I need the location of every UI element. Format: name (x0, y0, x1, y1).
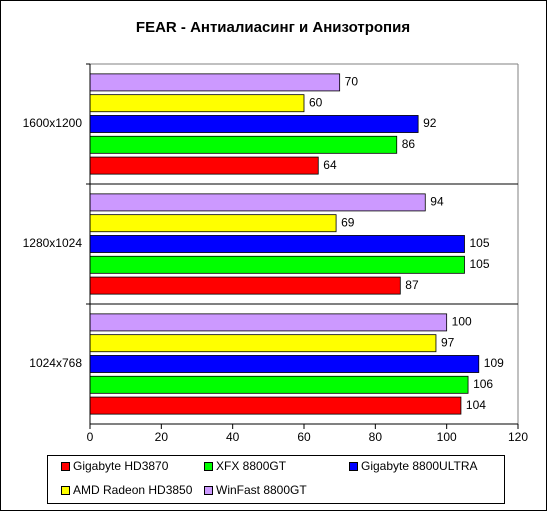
bar (89, 94, 305, 113)
bar (89, 135, 398, 154)
x-tick-label: 120 (508, 430, 528, 444)
legend-swatch (61, 462, 70, 471)
legend-swatch (349, 462, 358, 471)
legend-label: WinFast 8800GT (216, 483, 307, 497)
x-tick-label: 0 (87, 430, 94, 444)
bar (89, 334, 437, 353)
y-tick-label: 1600x1200 (23, 116, 83, 130)
bar (89, 156, 319, 175)
chart-title: FEAR - Антиалиасинг и Анизотропия (136, 19, 410, 36)
bar (89, 214, 337, 233)
data-label: 92 (423, 116, 437, 130)
data-label: 106 (473, 377, 493, 391)
legend-box (47, 455, 505, 504)
legend-label: Gigabyte HD3870 (73, 459, 169, 473)
x-tick-label: 40 (226, 430, 240, 444)
y-tick-label: 1280x1024 (23, 236, 83, 250)
legend-swatch (61, 486, 70, 495)
bar (89, 193, 426, 212)
bar (89, 276, 401, 295)
x-tick-label: 100 (437, 430, 457, 444)
data-label: 109 (484, 356, 504, 370)
data-label: 105 (470, 257, 490, 271)
data-label: 69 (341, 215, 355, 229)
legend-swatch (204, 462, 213, 471)
bar (89, 375, 469, 394)
data-label: 100 (452, 315, 472, 329)
bar (89, 235, 465, 253)
x-tick-label: 80 (369, 430, 383, 444)
data-label: 105 (470, 236, 490, 250)
bar (89, 255, 465, 274)
x-tick-label: 20 (155, 430, 169, 444)
bar (89, 396, 462, 415)
data-label: 64 (323, 158, 337, 172)
bar (89, 355, 480, 373)
data-label: 70 (345, 75, 359, 89)
data-label: 104 (466, 398, 486, 412)
legend-label: Gigabyte 8800ULTRA (361, 459, 478, 473)
data-label: 87 (405, 278, 419, 292)
legend-swatch (204, 486, 213, 495)
bar (89, 115, 419, 133)
legend-label: AMD Radeon HD3850 (73, 483, 193, 497)
y-tick-label: 1024x768 (29, 356, 82, 370)
legend-label: XFX 8800GT (216, 459, 287, 473)
data-label: 60 (309, 95, 323, 109)
data-label: 86 (402, 137, 416, 151)
bar (89, 73, 341, 92)
x-tick-label: 60 (297, 430, 311, 444)
bar (89, 313, 448, 332)
data-label: 97 (441, 335, 455, 349)
data-label: 94 (430, 195, 444, 209)
